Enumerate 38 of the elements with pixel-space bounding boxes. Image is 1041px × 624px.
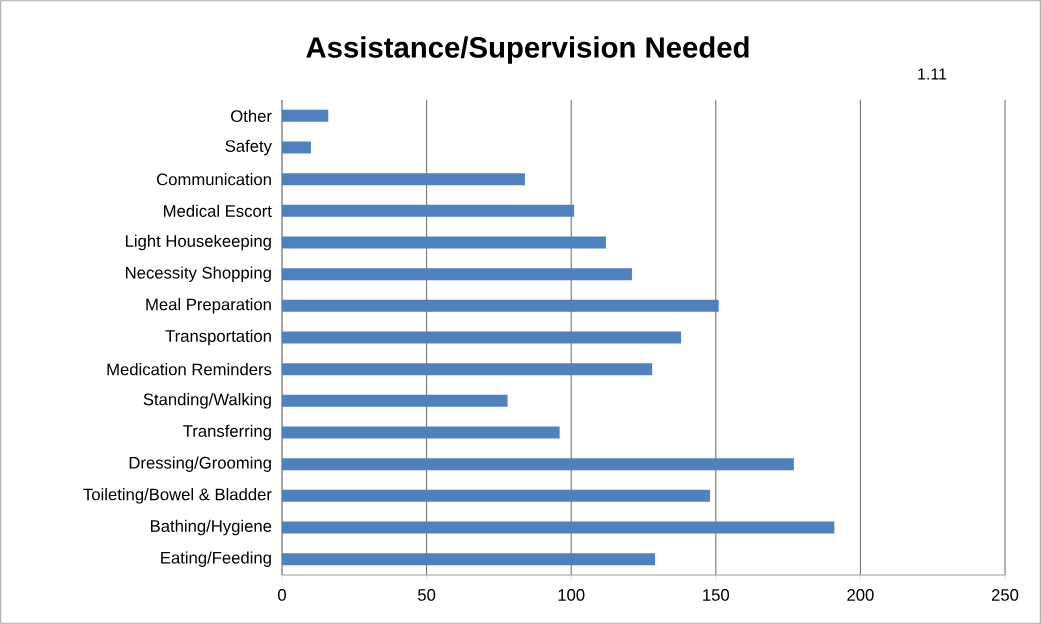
bar [282, 458, 794, 471]
x-tick-label: 200 [847, 589, 874, 601]
y-tick-label: Meal Preparation [146, 298, 271, 314]
bar [282, 299, 719, 312]
bar [282, 268, 632, 281]
bar [282, 363, 653, 376]
chart-title: Assistance/Supervision Needed [306, 36, 749, 64]
y-tick-label: Transferring [183, 424, 271, 441]
text: 1.11 [918, 68, 947, 80]
y-tick-label: Necessity Shopping [126, 266, 271, 282]
y-tick-label: Medical Escort [164, 204, 272, 217]
bar [282, 394, 508, 407]
y-tick-label: Toileting/Bowel & Bladder [83, 488, 272, 504]
x-tick-label: 250 [991, 589, 1019, 601]
y-tick-label: Light Housekeeping [125, 234, 271, 251]
x-tick-label: 150 [703, 589, 730, 601]
y-tick-label: Other [231, 109, 272, 122]
y-tick-label: Bathing/Hygiene [151, 519, 272, 536]
bar [282, 331, 682, 344]
bar [282, 236, 606, 249]
bar [282, 109, 329, 122]
y-tick-label: Safety [225, 139, 272, 156]
y-tick-label: Communication [157, 173, 271, 186]
bar [282, 489, 711, 502]
y-tick-label: Transportation [165, 329, 271, 346]
bar [282, 521, 835, 534]
bar [282, 173, 525, 186]
x-tick-label: 50 [418, 589, 436, 601]
y-tick-label: Medication Reminders [107, 363, 272, 376]
bar [282, 204, 575, 217]
x-tick-label: 0 [278, 589, 286, 601]
x-tick-label: 100 [558, 589, 585, 601]
bar [282, 141, 311, 154]
y-tick-label: Standing/Walking [143, 393, 271, 409]
bar [282, 553, 656, 566]
y-tick-label: Eating/Feeding [161, 551, 271, 567]
bar [282, 426, 560, 439]
y-tick-label: Dressing/Grooming [129, 456, 271, 472]
